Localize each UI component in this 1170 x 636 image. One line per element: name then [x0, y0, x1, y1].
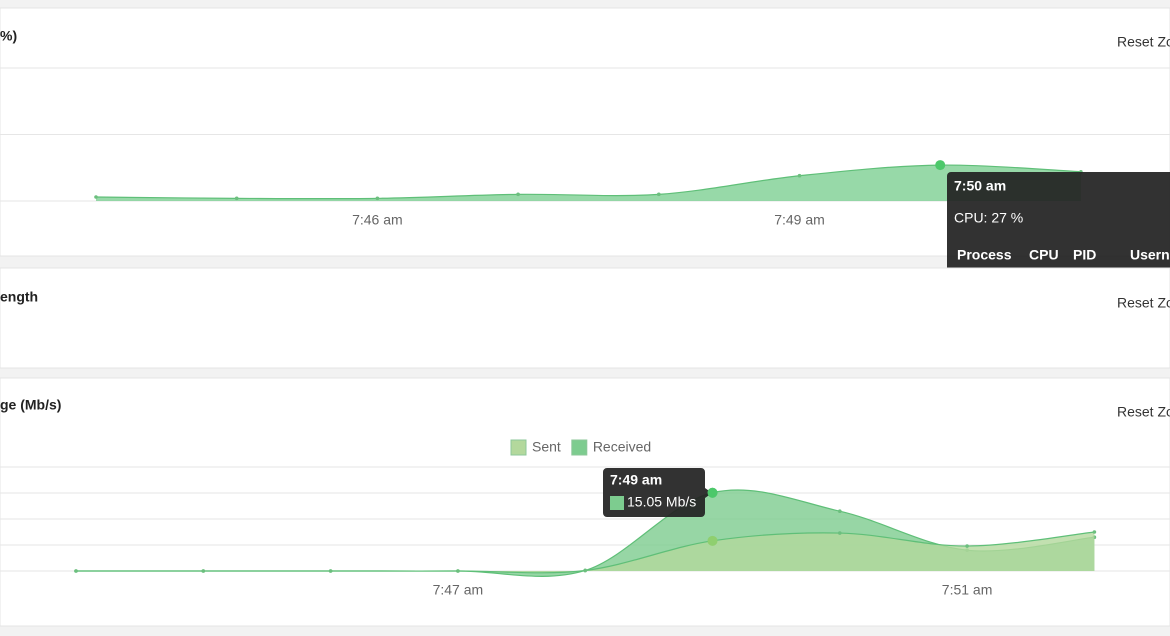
tooltip-title: 7:50 am: [954, 178, 1006, 194]
data-point: [797, 173, 802, 178]
reset-zoom-button[interactable]: Reset Zo: [1117, 295, 1170, 311]
tooltip-title: 7:49 am: [610, 472, 662, 488]
data-point: [838, 531, 842, 535]
data-point: [94, 195, 98, 199]
tooltip-value: 15.05 Mb/s: [627, 494, 696, 510]
x-tick-label: 7:46 am: [352, 212, 403, 228]
tooltip-table-header: CPU: [1029, 247, 1059, 263]
data-point: [516, 192, 520, 197]
chart-title: ength: [0, 289, 38, 305]
panel: [0, 267, 1170, 369]
legend-swatch: [571, 439, 588, 456]
chart-title: %): [0, 28, 17, 44]
panel: [0, 377, 1170, 627]
tooltip-table-header: PID: [1073, 247, 1096, 263]
tooltip-table-header: Usern: [1130, 247, 1170, 263]
data-point: [74, 569, 78, 573]
hover-point: [707, 487, 718, 498]
tooltip-swatch: [610, 496, 624, 510]
area: [96, 165, 1081, 201]
data-point: [657, 192, 661, 197]
data-point: [328, 569, 333, 573]
area: [76, 532, 1095, 573]
data-point: [583, 568, 587, 573]
tooltip-table-header: Process: [957, 247, 1012, 263]
data-point: [838, 509, 842, 513]
reset-zoom-button[interactable]: Reset Zo: [1117, 34, 1170, 50]
data-point: [1092, 530, 1097, 534]
data-point: [234, 196, 239, 201]
data-point: [707, 535, 718, 546]
chart-title: ge (Mb/s): [0, 397, 61, 413]
data-point: [375, 196, 380, 201]
x-tick-label: 7:49 am: [774, 212, 825, 228]
legend-swatch: [510, 439, 527, 456]
data-point: [201, 569, 206, 573]
data-point: [935, 160, 946, 171]
data-point: [965, 544, 969, 548]
reset-zoom-button[interactable]: Reset Zo: [1117, 404, 1170, 420]
tooltip-text: CPU: 27 %: [954, 210, 1023, 226]
legend-label: Received: [593, 439, 651, 455]
legend-label: Sent: [532, 439, 561, 455]
line: [95, 164, 1081, 200]
tooltip: [603, 468, 712, 517]
x-tick-label: 7:47 am: [433, 582, 484, 598]
data-point: [456, 569, 460, 573]
x-tick-label: 7:51 am: [942, 582, 993, 598]
